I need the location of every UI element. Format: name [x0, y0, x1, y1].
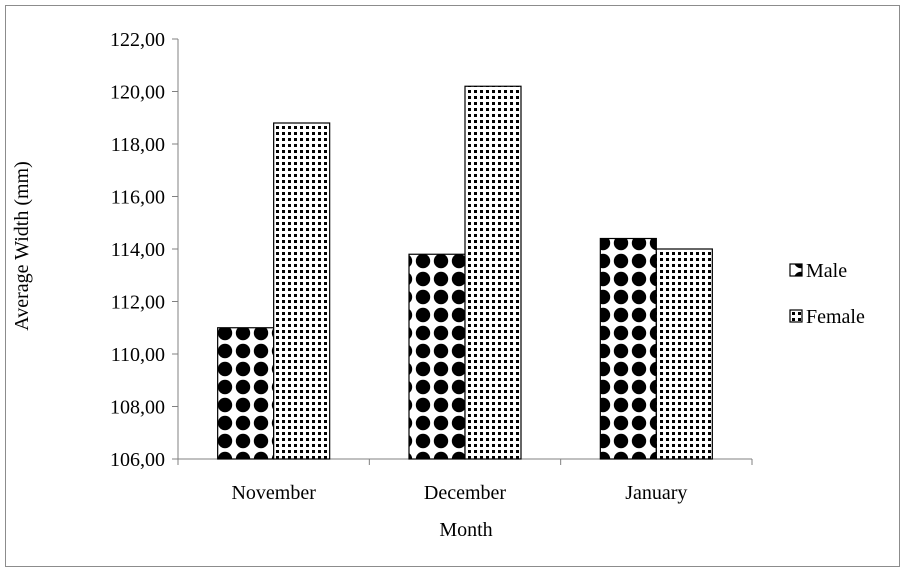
y-tick-label: 106,00: [110, 449, 165, 471]
y-tick-label: 116,00: [111, 187, 165, 209]
x-tick-label: January: [625, 482, 687, 504]
y-tick-label: 112,00: [111, 292, 165, 314]
y-tick-label: 110,00: [111, 344, 165, 366]
legend-swatch: [789, 309, 803, 323]
y-tick-labels: 106,00 108,00 110,00 112,00 114,00 116,00 118,…: [110, 29, 165, 471]
legend-label: Female: [806, 306, 865, 328]
legend-item-male: Male: [789, 260, 847, 282]
bar-male-january: [599, 237, 657, 460]
y-tick-label: 118,00: [111, 134, 165, 156]
bar-female-december: [464, 85, 522, 460]
legend: Male Female: [789, 260, 865, 328]
bar-female-november: [273, 122, 331, 460]
y-tick-label: 114,00: [111, 239, 165, 261]
x-tick-label: November: [231, 482, 316, 504]
legend-label: Male: [806, 260, 847, 282]
bar-female-january: [655, 248, 713, 460]
y-tick-label: 108,00: [110, 397, 165, 419]
legend-swatch: [789, 263, 803, 277]
legend-item-female: Female: [789, 306, 865, 328]
x-tick-label: December: [424, 482, 507, 504]
bar-male-december: [408, 253, 466, 460]
x-tick-labels: November December January: [231, 482, 687, 504]
y-tick-label: 122,00: [110, 29, 165, 51]
bar-male-november: [217, 327, 275, 460]
y-tick-label: 120,00: [110, 82, 165, 104]
y-axis-label: Average Width (mm): [11, 161, 33, 331]
x-axis-label: Month: [439, 519, 492, 541]
bars: [217, 85, 713, 460]
